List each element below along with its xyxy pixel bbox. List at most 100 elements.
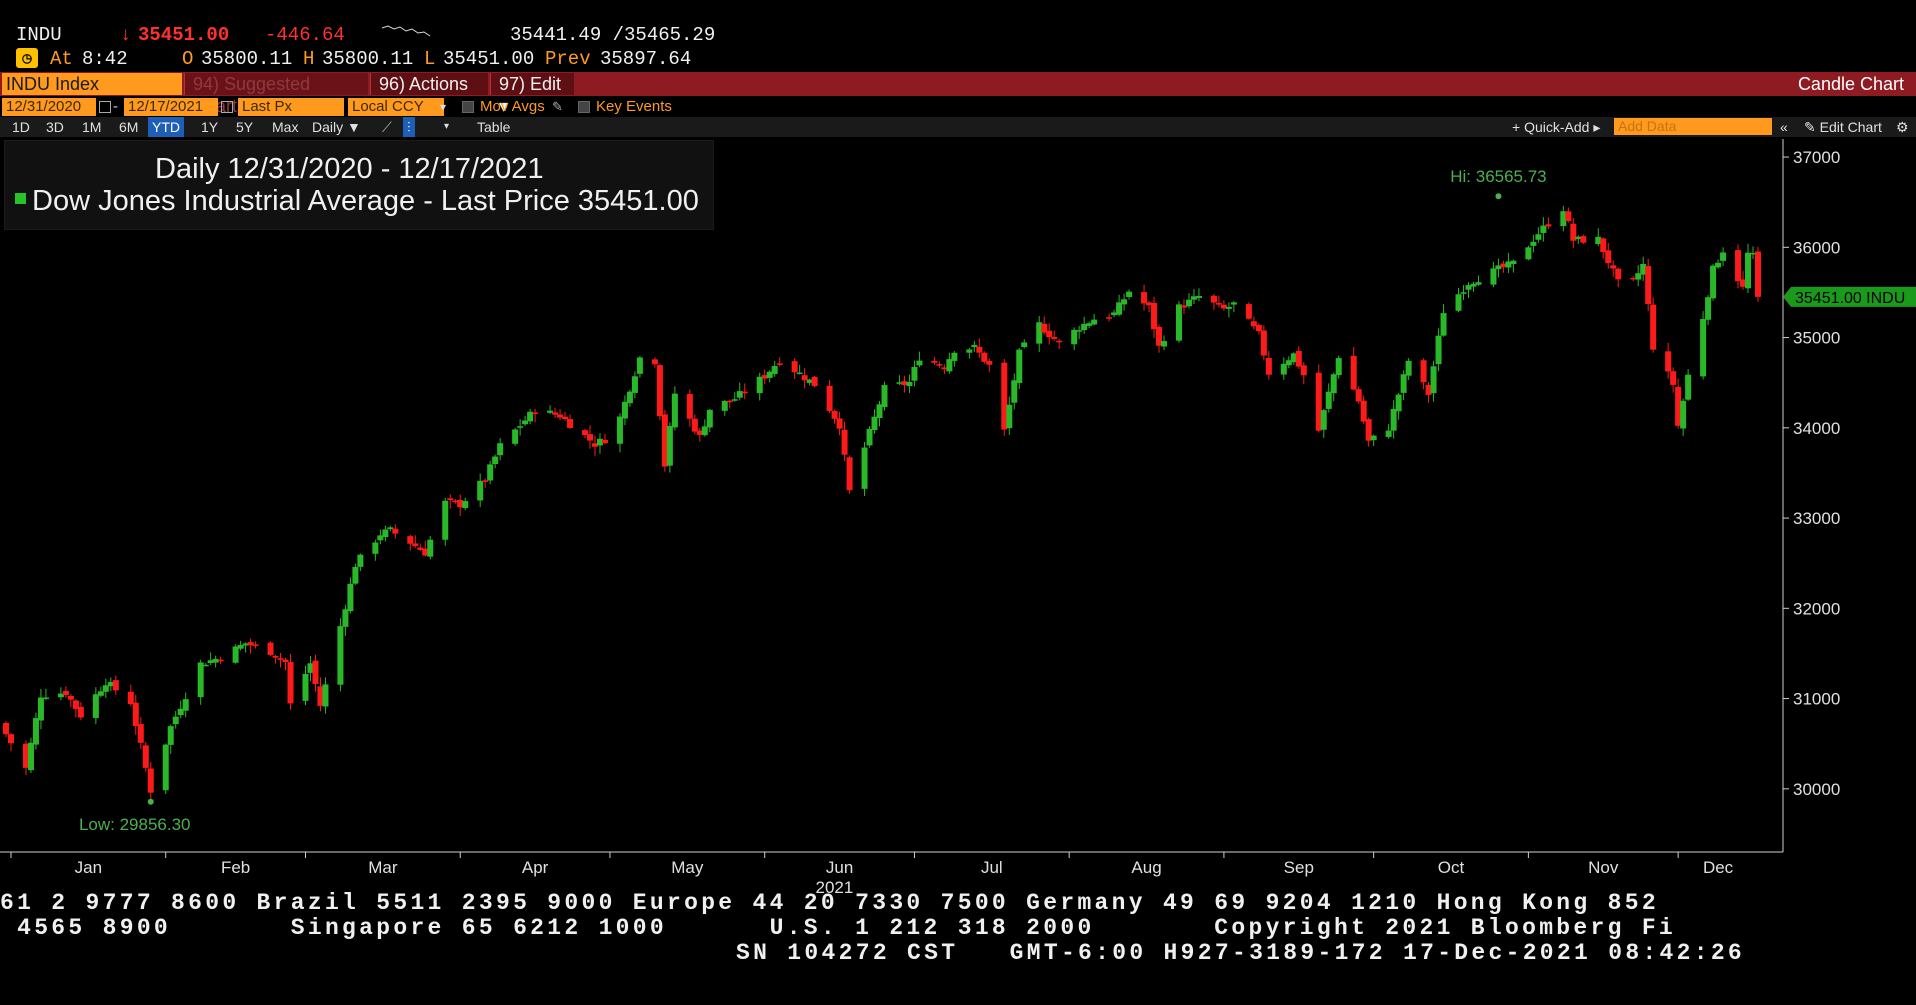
candle-body — [1680, 400, 1687, 429]
candle-body — [447, 498, 454, 501]
x-tick-label: Jan — [75, 858, 102, 877]
candle-body — [966, 349, 973, 353]
candle-body — [1615, 268, 1622, 280]
field-select[interactable]: Last Px — [238, 98, 344, 116]
candle-body — [1056, 340, 1063, 343]
chevron-down-icon[interactable]: ▾ — [444, 121, 450, 132]
gear-icon[interactable]: ⚙ — [1896, 119, 1909, 135]
net-change: -446.64 — [265, 24, 345, 46]
chart-legend: Daily 12/31/2020 - 12/17/2021 Dow Jones … — [4, 140, 714, 230]
candle-body — [1175, 304, 1182, 341]
candle-body — [721, 400, 728, 411]
candle-body — [931, 360, 938, 363]
high-marker — [1495, 193, 1502, 200]
calendar-icon[interactable] — [99, 98, 111, 116]
candle-body — [477, 480, 484, 501]
candle-body — [1141, 292, 1148, 304]
y-tick-label: 33000 — [1793, 509, 1840, 528]
candle-body — [1390, 408, 1397, 431]
pencil-icon[interactable]: ✎ — [552, 99, 563, 114]
x-tick-label: Feb — [221, 858, 250, 877]
x-tick-label: Sep — [1284, 858, 1314, 877]
candle-body — [976, 346, 983, 353]
edit-menu[interactable]: 97) Edit ▾ — [490, 73, 574, 116]
period-6m[interactable]: 6M — [119, 119, 139, 135]
candle-body — [587, 434, 593, 441]
candle-body — [806, 379, 813, 383]
period-1m[interactable]: 1M — [82, 119, 102, 135]
calendar-icon[interactable] — [221, 98, 233, 116]
clock-icon[interactable]: ◷ — [16, 48, 38, 68]
actions-menu[interactable]: 96) Actions ▾ — [370, 73, 488, 116]
candle-body — [1350, 355, 1357, 390]
end-date-field[interactable]: 12/17/2021 — [124, 98, 218, 116]
candle-body — [1535, 234, 1542, 240]
candle-body — [1335, 358, 1342, 376]
table-button[interactable]: Table — [477, 119, 511, 135]
candle-body — [656, 365, 663, 417]
candle-body — [62, 690, 69, 696]
candle-body — [1665, 351, 1672, 372]
candle-body — [1400, 374, 1407, 393]
candle-body — [1225, 306, 1232, 309]
candle-body — [596, 438, 603, 446]
period-5y[interactable]: 5Y — [236, 119, 254, 135]
period-1d[interactable]: 1D — [12, 119, 30, 135]
candle-body — [1440, 313, 1447, 336]
period-1y[interactable]: 1Y — [201, 119, 219, 135]
frequency-select[interactable]: Daily ▼ — [312, 119, 361, 135]
key-events-toggle[interactable]: Key Events — [578, 98, 672, 116]
candle-chart-icon[interactable]: ⫶ — [403, 117, 415, 137]
candle-body — [1011, 380, 1018, 403]
candle-body — [636, 357, 643, 374]
quick-add-button[interactable]: + Quick-Add ▸ — [1512, 119, 1601, 135]
down-arrow-icon: ↓ — [120, 24, 132, 46]
candle-body — [1126, 291, 1133, 298]
candle-body — [1700, 318, 1707, 377]
candle-body — [272, 655, 279, 658]
candle-body — [916, 360, 923, 366]
candle-body — [247, 642, 254, 646]
candle-body — [1740, 279, 1747, 287]
security-field[interactable]: INDU Index — [2, 73, 182, 95]
candle-body — [691, 418, 698, 432]
start-date-field[interactable]: 12/31/2020 — [2, 98, 96, 116]
candle-body — [162, 744, 169, 791]
quote-time: 8:42 — [82, 48, 128, 70]
currency-select[interactable]: Local CCY — [348, 98, 444, 116]
suggested-charts-button[interactable]: 94) Suggested Charts — [184, 73, 368, 116]
mov-avgs-toggle[interactable]: Mov Avgs — [462, 98, 545, 116]
candle-body — [796, 372, 803, 375]
candle-body — [651, 359, 658, 365]
add-data-input[interactable]: Add Data — [1614, 118, 1772, 135]
x-tick-label: Jul — [981, 858, 1003, 877]
candle-body — [1430, 366, 1437, 394]
collapse-icon[interactable]: « — [1780, 119, 1788, 135]
candle-body — [42, 697, 49, 699]
chevron-down-icon[interactable]: ▾ — [440, 100, 447, 114]
candle-body — [841, 429, 848, 455]
candle-body — [1475, 282, 1482, 285]
period-3d[interactable]: 3D — [46, 119, 64, 135]
edit-chart-button[interactable]: ✎ Edit Chart — [1804, 119, 1882, 135]
candle-body — [287, 662, 294, 704]
candle-body — [1460, 292, 1467, 294]
candle-body — [1285, 360, 1292, 366]
candle-body — [267, 642, 274, 655]
candle-body — [1250, 321, 1257, 327]
candle-body — [1081, 323, 1088, 331]
candle-body — [1325, 391, 1332, 409]
line-chart-icon[interactable]: ⟋ — [382, 119, 392, 135]
period-ytd[interactable]: YTD — [148, 117, 184, 137]
period-max[interactable]: Max — [272, 119, 299, 135]
candle-body — [412, 543, 419, 547]
candle-body — [1605, 250, 1612, 264]
candle-body — [1565, 211, 1572, 222]
candle-body — [1505, 261, 1512, 268]
candle-body — [1705, 297, 1712, 320]
y-tick-label: 36000 — [1793, 238, 1840, 257]
candle-body — [1750, 252, 1757, 255]
candle-body — [1280, 363, 1287, 375]
series-swatch — [15, 192, 26, 204]
footer-session: SN 104272 CST GMT-6:00 H927-3189-172 17-… — [736, 940, 1746, 966]
